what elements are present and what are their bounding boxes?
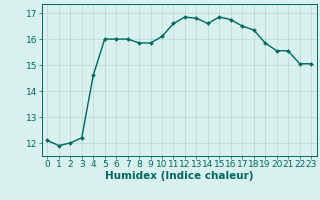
X-axis label: Humidex (Indice chaleur): Humidex (Indice chaleur) xyxy=(105,171,253,181)
